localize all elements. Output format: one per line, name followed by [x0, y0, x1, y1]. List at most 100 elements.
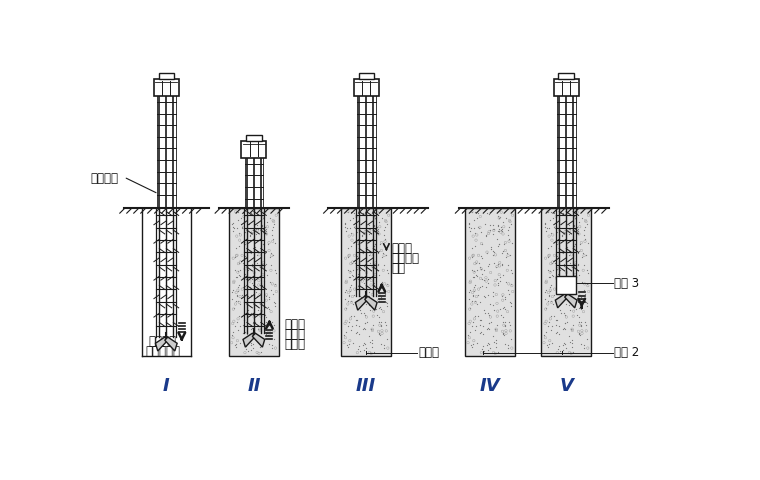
Point	[505, 282, 518, 289]
Point	[502, 286, 514, 294]
Point	[578, 252, 590, 259]
Point	[242, 220, 255, 228]
Point	[375, 247, 388, 254]
Point	[492, 281, 504, 289]
Point	[372, 261, 384, 268]
Point	[254, 326, 266, 334]
Point	[369, 260, 381, 268]
Point	[357, 209, 369, 217]
Point	[468, 283, 480, 290]
Point	[581, 299, 593, 306]
Point	[255, 279, 268, 287]
Point	[490, 325, 502, 333]
Point	[236, 223, 248, 231]
Point	[507, 288, 519, 295]
Point	[378, 280, 391, 288]
Point	[464, 286, 476, 294]
Point	[499, 322, 511, 330]
Point	[470, 272, 482, 279]
Point	[261, 248, 273, 255]
Point	[239, 265, 251, 273]
Point	[255, 300, 267, 307]
Point	[369, 240, 382, 247]
Point	[265, 341, 277, 348]
Point	[578, 280, 591, 288]
Point	[469, 242, 481, 250]
Point	[259, 261, 271, 268]
Point	[578, 341, 590, 348]
Point	[227, 305, 239, 313]
Point	[472, 291, 484, 299]
Point	[232, 315, 244, 323]
Point	[379, 216, 391, 224]
Point	[231, 291, 243, 299]
Point	[470, 272, 483, 280]
Point	[480, 283, 492, 291]
Point	[357, 291, 369, 299]
Point	[581, 220, 593, 228]
Point	[543, 252, 556, 259]
Point	[539, 288, 551, 296]
Point	[252, 325, 264, 333]
Point	[559, 226, 572, 234]
Point	[226, 288, 239, 296]
Text: 顺序 2: 顺序 2	[614, 346, 639, 359]
Point	[245, 341, 257, 348]
Point	[481, 209, 493, 217]
Point	[363, 230, 375, 238]
Point	[374, 240, 386, 248]
Point	[499, 240, 511, 248]
Point	[485, 245, 497, 253]
Point	[258, 228, 271, 236]
Point	[496, 250, 508, 257]
Point	[271, 288, 283, 295]
Point	[256, 221, 268, 229]
Point	[574, 223, 586, 230]
Point	[492, 221, 505, 229]
Point	[485, 269, 497, 276]
Point	[557, 248, 569, 256]
Point	[556, 232, 568, 240]
Point	[490, 291, 502, 299]
Point	[569, 240, 581, 247]
Point	[240, 342, 252, 350]
Point	[567, 276, 579, 283]
Point	[239, 228, 251, 236]
Point	[376, 214, 388, 222]
Point	[493, 240, 505, 248]
Point	[467, 273, 479, 281]
Point	[582, 269, 594, 277]
Point	[367, 312, 379, 320]
Point	[263, 318, 275, 325]
Point	[568, 281, 580, 289]
Point	[502, 341, 514, 348]
Point	[346, 272, 358, 279]
Point	[580, 327, 592, 335]
Point	[363, 348, 375, 356]
Point	[252, 225, 264, 233]
Point	[576, 327, 588, 335]
Point	[269, 344, 281, 352]
Point	[500, 214, 512, 222]
Point	[496, 312, 508, 319]
Point	[499, 247, 511, 254]
Point	[487, 292, 499, 300]
Point	[542, 266, 554, 274]
Point	[575, 293, 587, 301]
Point	[562, 332, 575, 340]
Point	[347, 300, 359, 308]
Point	[549, 283, 562, 291]
Point	[572, 292, 584, 300]
Point	[557, 249, 569, 257]
Point	[340, 304, 353, 312]
Point	[268, 218, 280, 226]
Point	[350, 283, 362, 291]
Point	[382, 266, 394, 274]
Point	[367, 300, 379, 307]
Point	[358, 309, 370, 317]
Point	[265, 308, 277, 315]
Point	[470, 339, 483, 347]
Point	[559, 325, 571, 333]
Bar	[229, 208, 279, 356]
Point	[494, 277, 506, 285]
